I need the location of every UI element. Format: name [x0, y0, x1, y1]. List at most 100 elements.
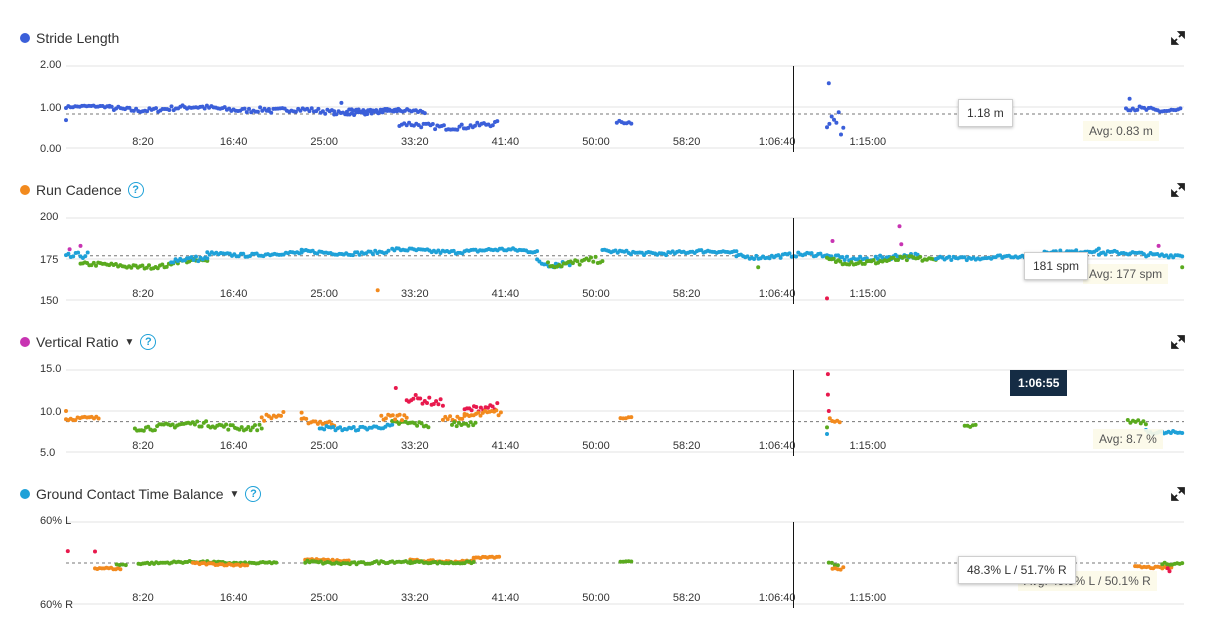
data-point	[404, 415, 409, 420]
data-point	[468, 420, 473, 425]
data-point	[114, 562, 119, 567]
data-point	[1180, 265, 1185, 270]
data-point	[535, 249, 540, 254]
data-point	[842, 258, 847, 262]
data-point	[425, 401, 429, 405]
data-point	[397, 107, 402, 112]
data-point	[327, 419, 332, 424]
data-point	[244, 110, 249, 115]
data-point	[973, 422, 978, 427]
x-tick-label: 33:20	[401, 288, 429, 300]
data-point	[155, 266, 160, 271]
data-point	[1180, 431, 1185, 435]
data-point	[331, 425, 336, 429]
data-point	[160, 262, 165, 267]
data-point	[420, 401, 425, 406]
help-icon[interactable]: ?	[127, 182, 144, 198]
data-point	[629, 415, 634, 420]
help-icon[interactable]: ?	[140, 334, 157, 350]
chevron-down-icon[interactable]: ▼	[229, 488, 240, 500]
expand-icon[interactable]	[1171, 335, 1185, 349]
chevron-down-icon[interactable]: ▼	[124, 336, 135, 348]
data-point	[248, 428, 253, 433]
data-point	[194, 254, 198, 259]
expand-icon[interactable]	[1171, 487, 1185, 501]
data-point	[839, 132, 843, 137]
data-point	[452, 420, 457, 425]
data-point	[224, 422, 229, 427]
data-point	[154, 106, 158, 111]
data-point	[332, 109, 337, 114]
y-tick-label: 150	[40, 295, 58, 307]
data-point	[664, 253, 669, 258]
data-point	[64, 118, 68, 123]
data-point	[450, 422, 454, 427]
data-point	[239, 425, 244, 430]
data-point	[827, 416, 832, 421]
help-icon[interactable]: ?	[245, 486, 262, 502]
data-point	[593, 254, 598, 259]
data-point	[257, 422, 262, 427]
y-tick-label: 175	[40, 254, 58, 266]
data-point	[831, 256, 836, 261]
data-point	[167, 108, 172, 112]
data-point	[418, 396, 423, 401]
x-tick-label: 8:20	[132, 288, 153, 300]
data-point	[189, 255, 194, 260]
data-point	[600, 259, 605, 264]
x-tick-label: 33:20	[401, 440, 429, 452]
data-point	[825, 425, 829, 430]
data-point	[307, 109, 312, 114]
data-point	[393, 386, 398, 390]
data-point	[629, 121, 634, 126]
data-point	[397, 412, 402, 417]
data-point	[473, 123, 477, 128]
data-point	[434, 399, 439, 404]
data-point	[338, 425, 343, 430]
data-point	[259, 426, 264, 431]
data-point	[309, 106, 314, 111]
panel-title: Vertical Ratio ▼ ?	[20, 334, 157, 350]
y-tick-label: 1.00	[40, 102, 61, 114]
data-point	[304, 416, 309, 421]
data-point	[904, 258, 909, 263]
data-point	[787, 251, 792, 256]
x-tick-label: 41:40	[492, 136, 520, 148]
data-point	[451, 248, 456, 253]
data-point	[440, 403, 445, 408]
data-point	[117, 563, 122, 567]
gct-balance-panel: Ground Contact Time Balance ▼ ? 60% L 60%…	[0, 456, 1209, 611]
data-point	[71, 254, 76, 259]
data-point	[334, 112, 339, 117]
x-tick-label: 58:20	[673, 440, 701, 452]
data-point	[834, 120, 839, 125]
data-point	[419, 421, 424, 426]
data-point	[299, 410, 304, 415]
data-point	[431, 402, 436, 406]
data-point	[426, 425, 431, 430]
data-point	[809, 251, 814, 256]
data-point	[1143, 422, 1148, 427]
data-point	[375, 288, 380, 293]
cursor-tooltip: 48.3% L / 51.7% R	[958, 556, 1076, 584]
x-tick-label: 58:20	[673, 592, 701, 604]
data-point	[1096, 246, 1101, 251]
data-point	[205, 256, 210, 261]
data-point	[840, 255, 845, 260]
data-point	[422, 111, 427, 116]
expand-icon[interactable]	[1171, 183, 1185, 197]
data-point	[67, 247, 72, 252]
data-point	[832, 117, 836, 122]
data-point	[827, 121, 832, 126]
cursor-tooltip: 1.18 m	[958, 99, 1013, 127]
x-tick-label: 8:20	[132, 592, 153, 604]
stride-length-plot: 2.00 1.00 0.00 8:20 16:40 25:00 33:20 41:40 50:0…	[40, 59, 1184, 155]
data-point	[577, 262, 582, 267]
data-point	[844, 254, 849, 259]
x-tick-label: 16:40	[220, 288, 248, 300]
expand-icon[interactable]	[1171, 31, 1185, 45]
data-point	[897, 224, 902, 229]
data-point	[436, 402, 441, 407]
panel-title-text: Run Cadence	[36, 182, 122, 198]
x-tick-label: 41:40	[492, 592, 520, 604]
